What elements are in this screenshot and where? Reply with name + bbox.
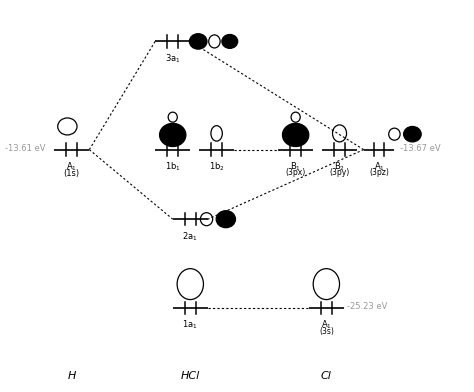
Circle shape [283, 123, 309, 147]
Text: 1b$_2$: 1b$_2$ [209, 160, 225, 173]
Circle shape [222, 34, 237, 48]
Text: A$_1$: A$_1$ [374, 160, 384, 173]
Text: B$_2$: B$_2$ [334, 160, 345, 173]
Text: 3a$_1$: 3a$_1$ [165, 52, 181, 65]
Text: B$_1$: B$_1$ [290, 160, 301, 173]
Text: (3px): (3px) [285, 168, 306, 177]
Circle shape [190, 34, 207, 49]
Text: 1b$_1$: 1b$_1$ [165, 160, 181, 173]
Text: Cl: Cl [321, 371, 332, 381]
Text: (3pz): (3pz) [369, 168, 389, 177]
Text: (3s): (3s) [319, 327, 334, 336]
Circle shape [216, 211, 236, 228]
Text: -25.23 eV: -25.23 eV [347, 302, 388, 311]
Text: (1s): (1s) [64, 169, 80, 178]
Text: A$_1$: A$_1$ [321, 319, 332, 331]
Text: 2a$_1$: 2a$_1$ [182, 230, 198, 243]
Text: (3py): (3py) [329, 168, 350, 177]
Circle shape [404, 127, 421, 142]
Text: 1a$_1$: 1a$_1$ [182, 319, 198, 331]
Circle shape [160, 123, 186, 147]
Text: -13.67 eV: -13.67 eV [400, 144, 441, 153]
Text: A$_1$: A$_1$ [66, 160, 77, 173]
Text: HCl: HCl [181, 371, 200, 381]
Text: H: H [68, 371, 76, 381]
Text: -13.61 eV: -13.61 eV [5, 144, 46, 153]
